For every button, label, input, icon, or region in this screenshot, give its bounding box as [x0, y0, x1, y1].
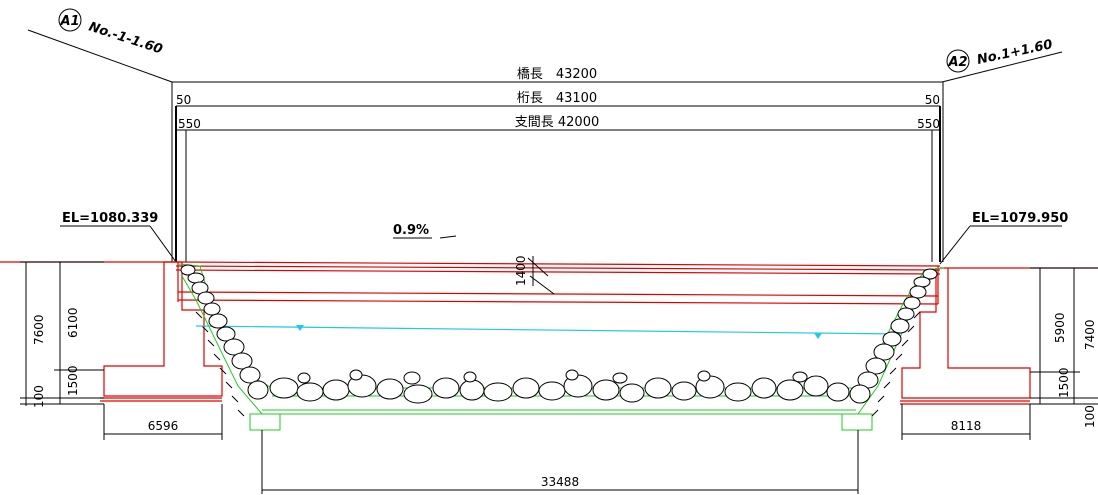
left-abutment-dimensions: 7600 6100 1500 100 6596	[20, 261, 223, 440]
girder-length-label: 桁長 43100	[517, 91, 597, 106]
water-mark-left	[296, 325, 304, 331]
boulders	[180, 264, 938, 404]
slope-arrow	[439, 235, 457, 239]
elevation-labels: EL=1080.339 EL=1079.950 0.9%	[60, 211, 1068, 265]
left-abutment	[100, 261, 223, 402]
station-a1-mark: A1	[59, 14, 79, 29]
left-elevation: EL=1080.339	[62, 211, 158, 226]
left-wall-height: 6100	[66, 307, 80, 338]
girder-depth-label: 1400	[514, 255, 528, 286]
left-base-height: 100	[32, 385, 46, 408]
right-base-height: 100	[1083, 405, 1097, 428]
channel-width-dimension: 33488	[261, 430, 859, 494]
channel-width-label: 33488	[541, 475, 579, 489]
left-total-height: 7600	[32, 314, 46, 345]
right-abutment-dimensions: 5900 7400 1500 100 8118	[901, 267, 1098, 440]
left-footing-width: 6596	[148, 419, 179, 433]
water-level	[195, 325, 901, 339]
station-a1-leader	[27, 29, 173, 83]
left-toe-block	[249, 413, 281, 431]
station-a2-circle	[946, 49, 970, 73]
left-footing-height: 1500	[66, 365, 80, 396]
right-toe-block	[841, 413, 873, 431]
right-girder-offset: 50	[925, 93, 940, 107]
water-line	[195, 325, 901, 335]
slope-label: 0.9%	[393, 223, 429, 238]
right-elevation: EL=1079.950	[972, 211, 1068, 226]
bridge-length-label: 橋長 43200	[517, 67, 597, 82]
length-dimensions: 橋長 43200 桁長 43100 50 50 支間長 42000 550 55…	[171, 67, 944, 262]
station-a1-circle	[58, 8, 82, 32]
station-a1: A1 No.-1-1.60	[27, 8, 173, 83]
right-footing-width: 8118	[951, 419, 982, 433]
station-a2-mark: A2	[947, 55, 967, 70]
girder: 1400	[0, 255, 1098, 305]
left-girder-offset: 50	[176, 93, 191, 107]
station-a2-leader	[941, 51, 1063, 83]
channel-lining	[177, 263, 945, 431]
station-a2: A2 No.1+1.60	[941, 37, 1063, 83]
station-a1-label: No.-1-1.60	[87, 20, 165, 58]
right-span-offset: 550	[917, 117, 940, 131]
right-wall-height: 5900	[1053, 312, 1067, 343]
right-abutment	[900, 268, 1031, 405]
right-total-height: 7400	[1083, 319, 1097, 350]
span-length-label: 支間長 42000	[515, 115, 600, 130]
water-mark-right	[814, 333, 822, 339]
right-footing-height: 1500	[1057, 367, 1071, 398]
left-span-offset: 550	[178, 117, 201, 131]
